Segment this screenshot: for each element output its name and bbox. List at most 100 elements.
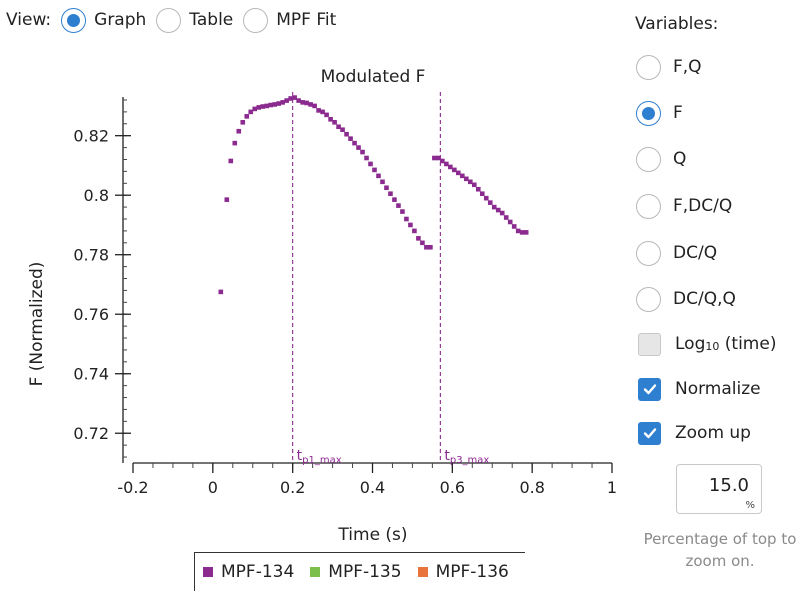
variable-radio-dc-q[interactable] <box>636 240 661 266</box>
data-point <box>388 191 393 197</box>
data-point <box>440 158 445 164</box>
y-axis-label: F (Normalized) <box>27 262 47 387</box>
zoom-up-checkbox[interactable] <box>638 421 661 445</box>
data-point <box>316 108 321 113</box>
data-point <box>248 109 254 115</box>
data-point <box>503 215 509 220</box>
data-point <box>507 219 513 225</box>
view-graph-option[interactable]: Graph <box>61 7 146 33</box>
variable-option-f-dc-q[interactable]: F,DC/Q <box>636 191 732 221</box>
data-point <box>268 102 274 108</box>
zoom-up-option[interactable]: Zoom up <box>638 418 751 448</box>
variable-option-q[interactable]: Q <box>636 144 686 174</box>
data-point <box>432 155 437 161</box>
x-tick-label: 0.2 <box>280 478 305 497</box>
data-point <box>280 100 285 105</box>
data-point <box>412 228 417 234</box>
data-point <box>272 102 278 107</box>
data-point <box>328 117 333 122</box>
data-point <box>360 149 365 155</box>
legend-item-mpf-136[interactable]: MPF-136 <box>417 562 509 582</box>
data-point <box>224 197 230 202</box>
log-time-option[interactable]: Log10 (time) <box>638 329 776 359</box>
variable-option-f[interactable]: F <box>636 98 683 128</box>
legend-item-mpf-135[interactable]: MPF-135 <box>310 562 402 582</box>
data-point <box>487 200 493 205</box>
normalize-option[interactable]: Normalize <box>638 374 761 404</box>
data-point <box>491 204 497 210</box>
legend-label-mpf-134: MPF-134 <box>221 562 295 582</box>
legend-swatch-mpf-136 <box>417 567 428 577</box>
data-point <box>424 244 429 250</box>
data-point <box>460 173 465 179</box>
data-point <box>464 176 469 182</box>
variable-label-f-dc-q: F,DC/Q <box>673 196 733 216</box>
zoom-percentage-value: 15.0 <box>708 475 749 496</box>
x-axis-label: Time (s) <box>337 525 407 545</box>
y-tick-label: 0.76 <box>73 305 109 324</box>
data-point <box>479 191 485 197</box>
data-point <box>523 230 529 235</box>
chart-title: Modulated F <box>321 67 426 87</box>
data-point <box>475 186 481 192</box>
data-point <box>356 145 361 150</box>
variable-radio-f[interactable] <box>636 100 661 126</box>
log-time-label: Log10 (time) <box>675 334 777 354</box>
variable-radio-q[interactable] <box>636 146 661 172</box>
data-point <box>292 95 297 100</box>
variable-label-dc-q: DC/Q <box>673 243 718 263</box>
data-point <box>308 102 313 107</box>
view-graph-radio[interactable] <box>61 7 87 33</box>
view-mpf-fit-label: MPF Fit <box>276 10 337 30</box>
view-table-radio[interactable] <box>156 7 182 33</box>
data-point <box>483 195 489 201</box>
normalize-label: Normalize <box>675 379 761 399</box>
log-time-checkbox[interactable] <box>638 332 661 356</box>
legend-item-mpf-134[interactable]: MPF-134 <box>203 562 294 582</box>
data-point <box>444 161 449 167</box>
x-tick-label: 1 <box>607 478 617 497</box>
variable-option-dc-q-q[interactable]: DC/Q,Q <box>636 284 736 314</box>
variable-radio-f-dc-q[interactable] <box>636 193 661 219</box>
data-point <box>300 100 305 105</box>
y-tick-label: 0.8 <box>84 186 109 205</box>
variable-label-f-q: F,Q <box>673 57 702 77</box>
data-point <box>372 167 377 173</box>
data-point <box>495 207 501 213</box>
data-point <box>364 155 369 161</box>
zoom-percentage-help: Percentage of top to zoom on. <box>643 530 797 570</box>
view-table-option[interactable]: Table <box>156 7 234 33</box>
data-point <box>471 182 477 188</box>
view-label: View: <box>6 10 52 30</box>
variables-title: Variables: <box>635 14 719 34</box>
modulated-f-chart: Modulated F 0.72 0.74 0.76 0.78 0.8 0.82 -0.2 0… <box>27 67 617 545</box>
variable-option-f-q[interactable]: F,Q <box>636 52 702 82</box>
data-point <box>416 236 421 241</box>
y-tick-label: 0.72 <box>73 424 109 443</box>
x-tick-label: 0 <box>208 478 218 497</box>
data-point <box>284 98 289 103</box>
x-tick-label: 0.8 <box>519 478 544 497</box>
y-tick-label: 0.78 <box>73 246 109 265</box>
vline-label-1: tp1_max <box>297 448 342 466</box>
data-point <box>320 109 325 115</box>
data-point <box>400 209 405 214</box>
normalize-checkbox[interactable] <box>638 377 661 401</box>
view-table-label: Table <box>189 10 234 30</box>
data-point <box>436 155 441 161</box>
variable-option-dc-q[interactable]: DC/Q <box>636 238 717 268</box>
variable-radio-dc-q-q[interactable] <box>636 286 661 312</box>
view-mpf-fit-option[interactable]: MPF Fit <box>243 7 337 33</box>
data-point <box>218 289 224 295</box>
zoom-percentage-input[interactable]: 15.0 % <box>676 464 762 514</box>
data-point <box>396 203 401 208</box>
data-point <box>312 103 317 109</box>
view-mpf-fit-radio[interactable] <box>243 7 269 33</box>
variable-radio-f-q[interactable] <box>636 54 661 80</box>
data-point <box>428 244 433 250</box>
data-point <box>232 140 238 146</box>
data-point <box>252 106 258 112</box>
chart-legend: MPF-134 MPF-135 MPF-136 <box>194 552 525 591</box>
y-tick-label: 0.82 <box>73 127 109 146</box>
x-tick-label: 0.6 <box>440 478 465 497</box>
